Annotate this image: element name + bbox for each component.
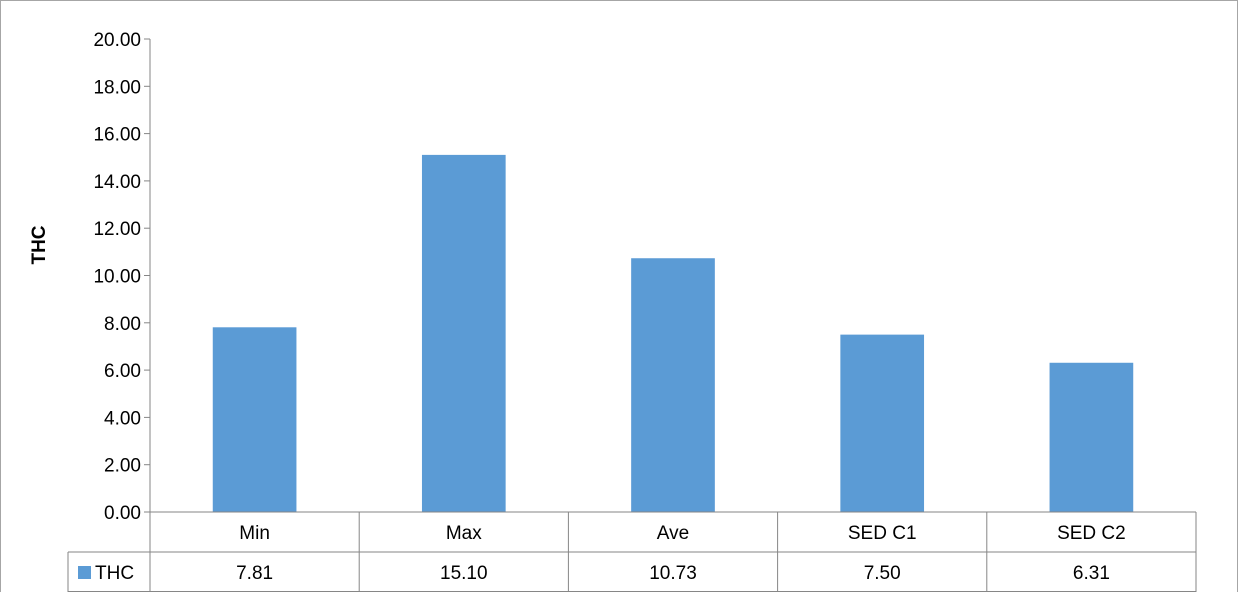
x-tick-label: SED C2 bbox=[1057, 523, 1126, 544]
y-tick-label: 4.00 bbox=[104, 408, 141, 429]
y-axis-title: THC bbox=[29, 225, 50, 264]
bars bbox=[212, 154, 1134, 512]
data-table-value: 15.10 bbox=[440, 563, 488, 584]
legend-label: THC bbox=[95, 563, 134, 584]
legend-swatch bbox=[78, 566, 91, 579]
y-tick-label: 6.00 bbox=[104, 361, 141, 382]
y-tick-label: 20.00 bbox=[93, 30, 141, 51]
bar bbox=[1049, 362, 1134, 512]
y-tick-label: 0.00 bbox=[104, 503, 141, 524]
y-tick-label: 2.00 bbox=[104, 456, 141, 477]
bar bbox=[840, 334, 925, 512]
y-tick-label: 18.00 bbox=[93, 77, 141, 98]
data-table-value: 10.73 bbox=[649, 563, 697, 584]
y-tick-label: 16.00 bbox=[93, 125, 141, 146]
bar bbox=[631, 258, 715, 512]
x-tick-label: SED C1 bbox=[848, 523, 917, 544]
bar bbox=[212, 327, 297, 512]
y-tick-label: 14.00 bbox=[93, 172, 141, 193]
y-axis: 0.00 2.00 4.00 6.00 8.00 10.00 12.00 14.00 16.00… bbox=[93, 30, 151, 524]
x-tick-label: Ave bbox=[657, 523, 689, 544]
x-tick-label: Min bbox=[239, 523, 270, 544]
data-table-value: 6.31 bbox=[1073, 563, 1110, 584]
y-tick-label: 12.00 bbox=[93, 219, 141, 240]
y-tick-label: 8.00 bbox=[104, 314, 141, 335]
data-table-value: 7.81 bbox=[236, 563, 273, 584]
y-tick-label: 10.00 bbox=[93, 267, 141, 288]
x-tick-label: Max bbox=[446, 523, 482, 544]
bar bbox=[421, 154, 506, 512]
data-table-value: 7.50 bbox=[864, 563, 901, 584]
